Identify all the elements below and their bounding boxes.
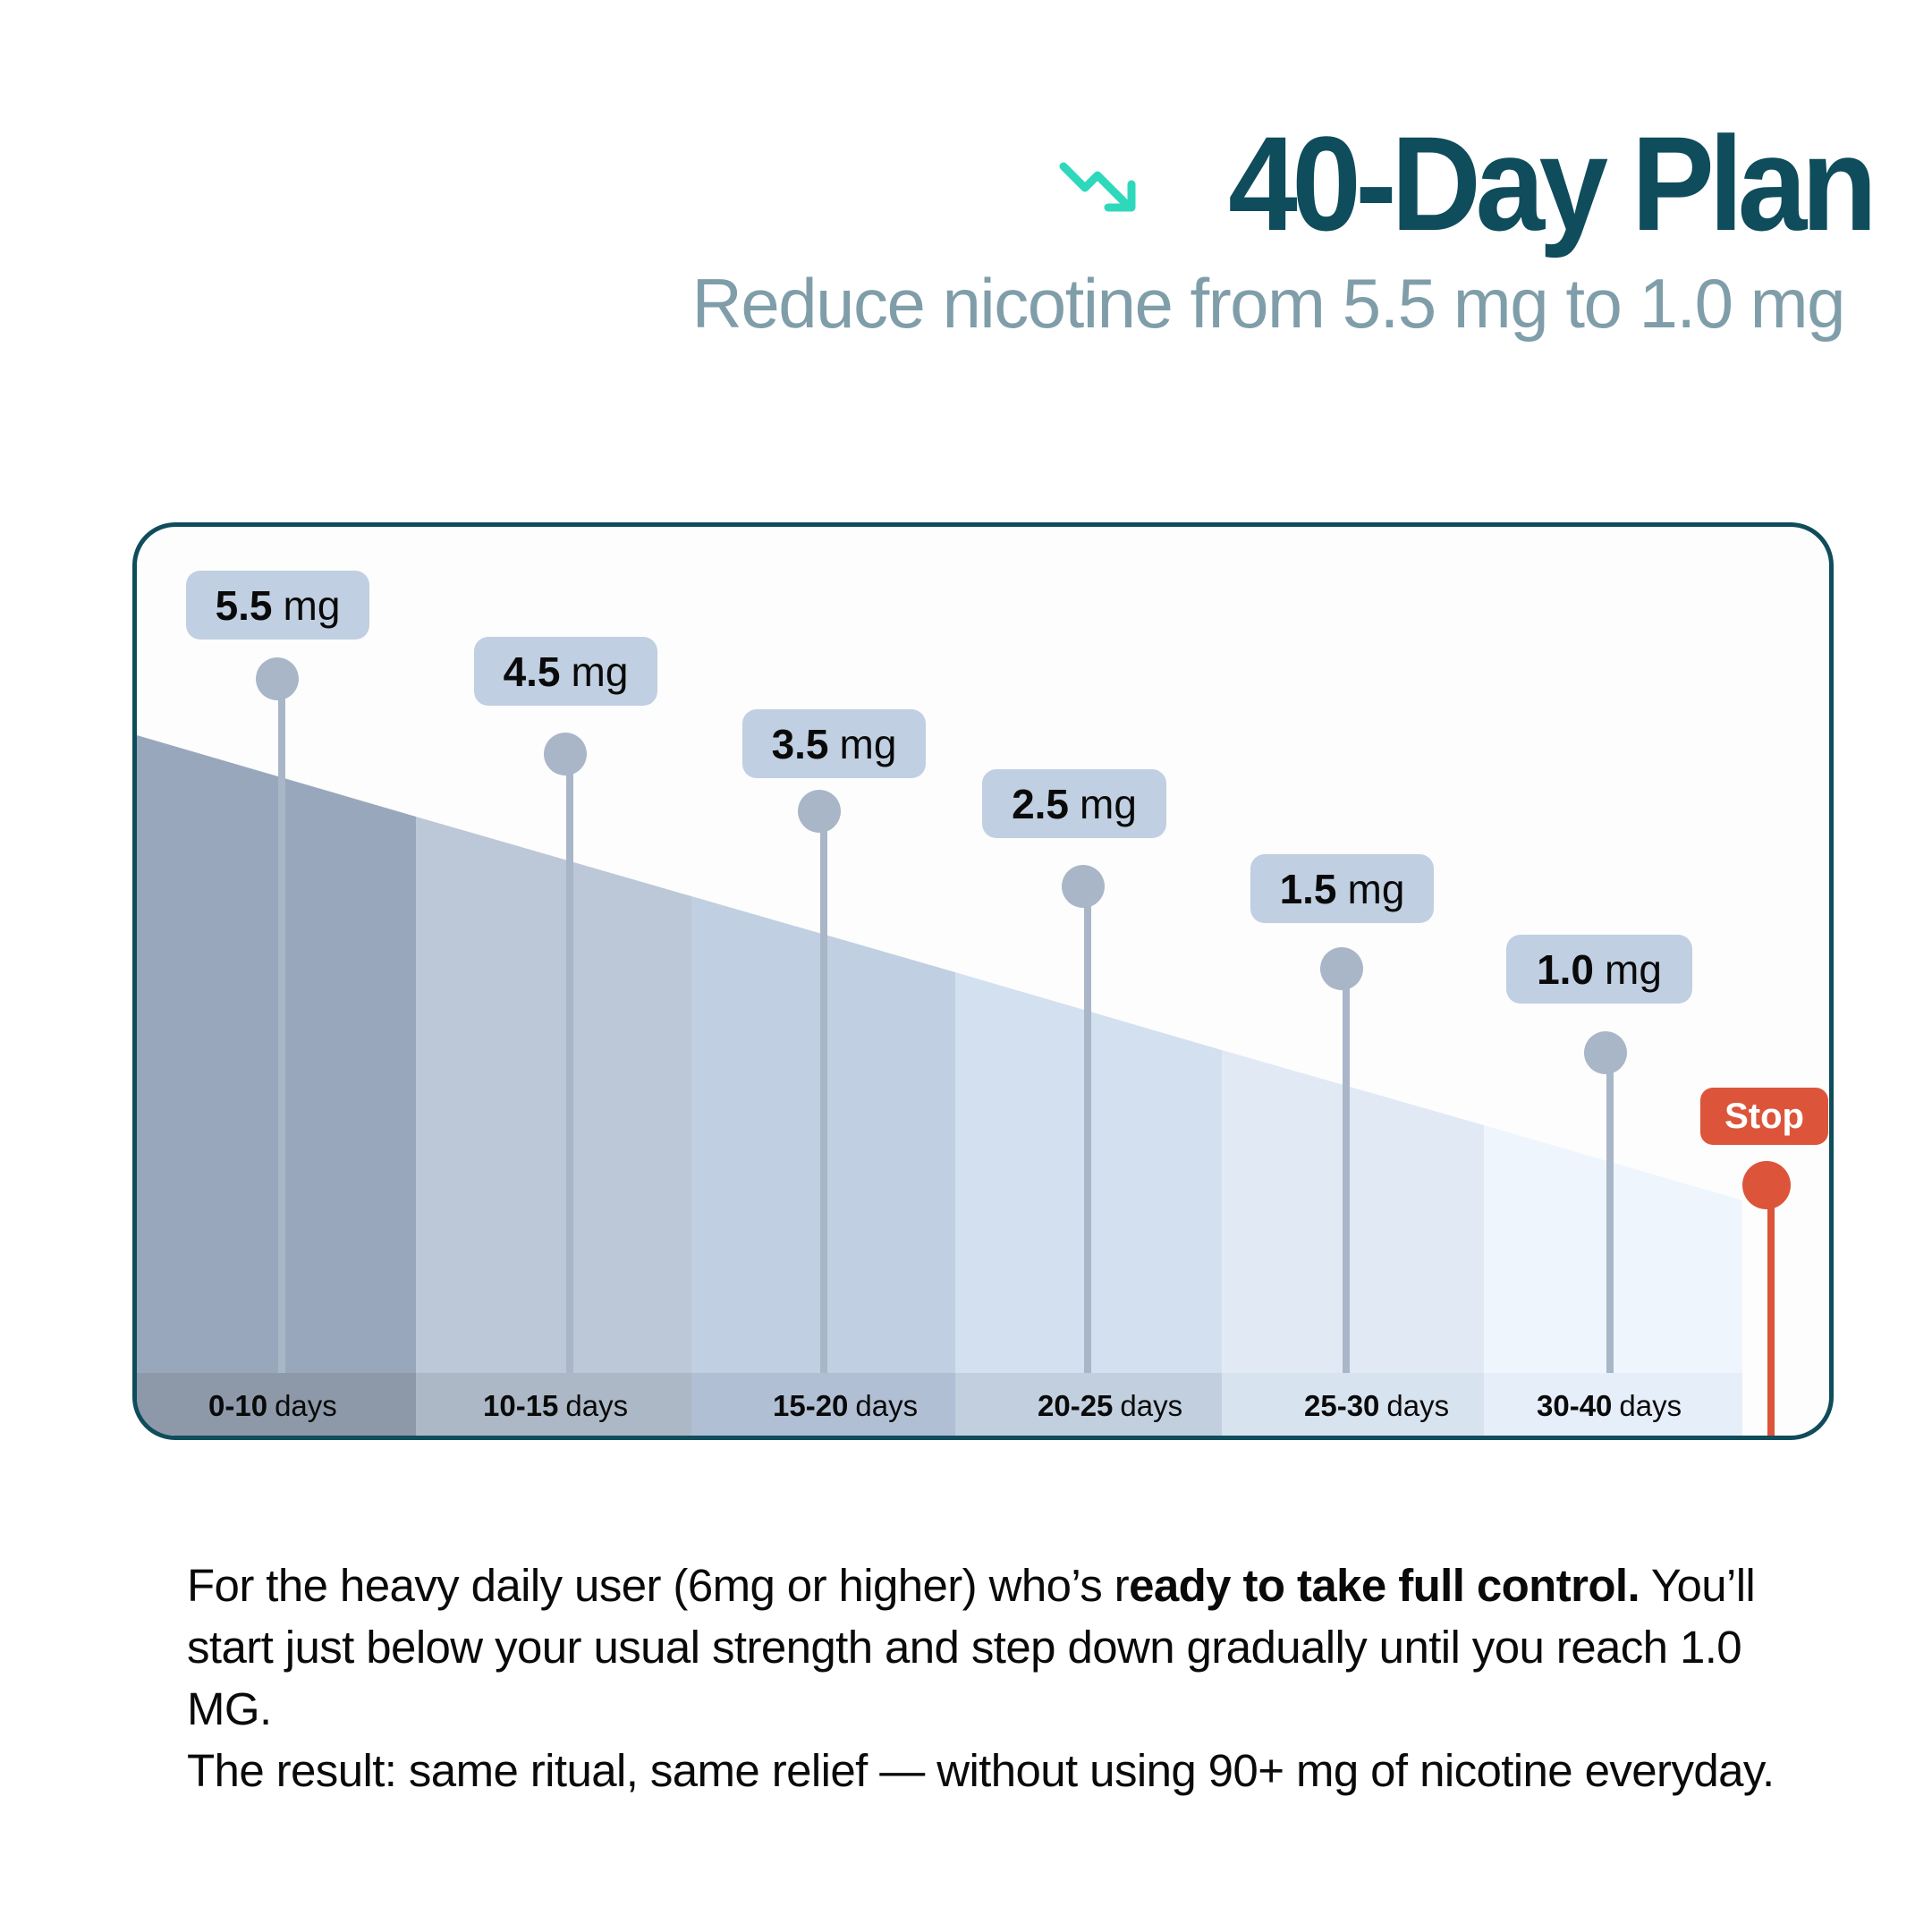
column-0-10	[137, 735, 416, 1373]
trending-down-icon	[1059, 162, 1136, 212]
header: 40-Day Plan	[1058, 108, 1877, 258]
dose-unit: mg	[1080, 780, 1137, 827]
band-15-20	[691, 1373, 955, 1436]
range-value: 30-40	[1537, 1389, 1613, 1422]
page-subtitle: Reduce nicotine from 5.5 mg to 1.0 mg	[691, 264, 1845, 343]
band-10-15	[416, 1373, 691, 1436]
range-unit: days	[855, 1389, 919, 1422]
dose-marker	[1062, 865, 1105, 908]
stem-2-5	[1084, 893, 1091, 1373]
band-0-10	[137, 1373, 416, 1436]
band-30-40	[1484, 1373, 1742, 1436]
dose-value: 1.5	[1279, 865, 1337, 912]
dose-value: 1.0	[1537, 945, 1595, 993]
dose-value: 4.5	[503, 648, 561, 695]
dose-value: 3.5	[771, 720, 829, 767]
column-25-30	[1222, 1050, 1484, 1373]
dose-unit: mg	[1605, 945, 1662, 993]
dose-label: 1.0 mg	[1506, 935, 1692, 1004]
dose-label: 5.5 mg	[186, 571, 369, 640]
dose-unit: mg	[1347, 865, 1405, 912]
dose-label: 4.5 mg	[474, 637, 657, 706]
range-unit: days	[1120, 1389, 1183, 1422]
stepdown-chart	[137, 684, 1775, 1436]
stem-1-0	[1606, 1059, 1614, 1373]
stop-marker	[1742, 1161, 1791, 1209]
description-text: You’ll start just below your usual stren…	[187, 1560, 1756, 1734]
chart-card	[132, 522, 1834, 1440]
range-label: 30-40 days	[1537, 1391, 1682, 1420]
dose-value: 5.5	[215, 581, 273, 629]
range-label: 20-25 days	[1038, 1391, 1182, 1420]
description-emphasis: eady to take full control.	[1129, 1560, 1640, 1611]
page-title: 40-Day Plan	[1227, 108, 1877, 258]
stop-badge: Stop	[1700, 1088, 1828, 1145]
dose-marker	[544, 733, 587, 775]
dose-marker	[256, 657, 299, 700]
dose-label: 2.5 mg	[982, 769, 1166, 838]
range-value: 25-30	[1304, 1389, 1380, 1422]
dose-label: 3.5 mg	[742, 709, 926, 778]
range-label: 10-15 days	[483, 1391, 628, 1420]
dose-marker	[1320, 947, 1363, 990]
range-value: 20-25	[1038, 1389, 1114, 1422]
stem-5-5	[278, 684, 285, 1373]
range-value: 10-15	[483, 1389, 559, 1422]
band-25-30	[1222, 1373, 1484, 1436]
column-10-15	[416, 817, 691, 1373]
band-20-25	[955, 1373, 1222, 1436]
range-unit: days	[275, 1389, 337, 1422]
stop-line	[1767, 1191, 1775, 1436]
range-value: 0-10	[208, 1389, 268, 1422]
description-text: For the heavy daily user (6mg or higher)…	[187, 1560, 1130, 1611]
dose-marker	[798, 790, 841, 833]
plan-description: For the heavy daily user (6mg or higher)…	[187, 1555, 1797, 1801]
dose-unit: mg	[571, 648, 629, 695]
range-value: 15-20	[773, 1389, 849, 1422]
range-label: 15-20 days	[773, 1391, 918, 1420]
dose-unit: mg	[283, 581, 341, 629]
dose-value: 2.5	[1012, 780, 1070, 827]
stem-3-5	[820, 818, 827, 1373]
range-label: 0-10 days	[208, 1391, 337, 1420]
range-label: 25-30 days	[1304, 1391, 1449, 1420]
dose-marker	[1584, 1031, 1627, 1074]
description-result: The result: same ritual, same relief — w…	[187, 1745, 1775, 1796]
description-paragraph: For the heavy daily user (6mg or higher)…	[187, 1555, 1797, 1740]
stem-4-5	[566, 760, 573, 1373]
range-unit: days	[565, 1389, 629, 1422]
range-unit: days	[1619, 1389, 1682, 1422]
stem-1-5	[1343, 975, 1350, 1373]
range-unit: days	[1386, 1389, 1450, 1422]
dose-label: 1.5 mg	[1250, 854, 1434, 923]
dose-unit: mg	[839, 720, 897, 767]
